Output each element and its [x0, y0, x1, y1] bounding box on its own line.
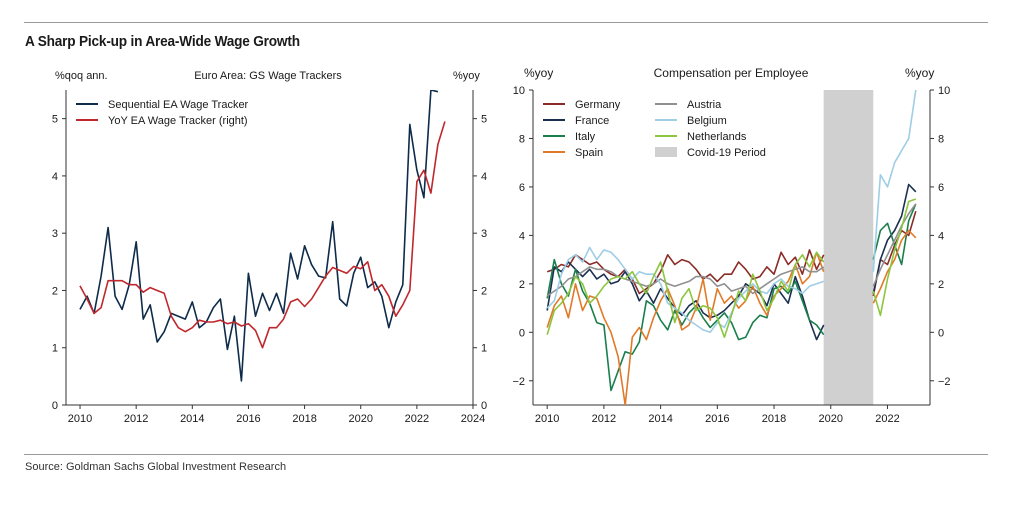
- series-group: [546, 90, 917, 405]
- series-line-netherlands: [546, 251, 825, 338]
- y-tick-label-left: 1: [52, 343, 58, 355]
- y-tick-label-right: 4: [481, 171, 487, 183]
- y-tick-label-left: −2: [512, 376, 525, 388]
- legend-label-yoy-ea-wage-tracker-right: YoY EA Wage Tracker (right): [108, 115, 248, 127]
- x-tick-label: 2020: [348, 413, 372, 425]
- y-unit-right: %yoy: [453, 70, 480, 82]
- y-tick-label-left: 0: [52, 400, 58, 412]
- series-line-netherlands: [872, 198, 917, 317]
- legend-label-netherlands: Netherlands: [687, 131, 747, 143]
- x-tick-label: 2012: [124, 413, 148, 425]
- series-line-sequential-ea-wage-tracker: [79, 90, 439, 382]
- x-tick-label: 2018: [292, 413, 316, 425]
- x-tick-label: 2010: [68, 413, 92, 425]
- x-tick-label: 2022: [405, 413, 429, 425]
- y-tick-label-left: 2: [519, 279, 525, 291]
- y-tick-label-right: 3: [481, 228, 487, 240]
- y-tick-label-left: 2: [52, 285, 58, 297]
- chart-title: Compensation per Employee: [654, 66, 809, 80]
- legend-label-sequential-ea-wage-tracker: Sequential EA Wage Tracker: [108, 99, 249, 111]
- page-title: A Sharp Pick-up in Area-Wide Wage Growth: [25, 34, 300, 50]
- y-tick-label-left: 8: [519, 133, 525, 145]
- y-tick-label-right: 2: [481, 285, 487, 297]
- y-tick-label-right: 0: [481, 400, 487, 412]
- series-line-germany: [546, 249, 825, 295]
- y-tick-label-left: 6: [519, 182, 525, 194]
- y-tick-label-right: 5: [481, 114, 487, 126]
- legend-label-spain: Spain: [575, 147, 603, 159]
- y-tick-label-right: 0: [938, 327, 944, 339]
- x-tick-label: 2016: [705, 413, 729, 425]
- chart-title: Euro Area: GS Wage Trackers: [194, 70, 342, 82]
- y-tick-label-right: 6: [938, 182, 944, 194]
- legend-label-covid-19-period: Covid-19 Period: [687, 147, 766, 159]
- y-tick-label-left: 4: [519, 230, 525, 242]
- series-line-spain: [546, 251, 825, 405]
- legend-swatch-covid-19-period: [655, 147, 677, 157]
- x-tick-label: 2024: [461, 413, 485, 425]
- series-line-yoy-ea-wage-tracker-right: [79, 121, 446, 349]
- x-tick-label: 2020: [819, 413, 843, 425]
- y-tick-label-left: 5: [52, 114, 58, 126]
- series-line-italy: [546, 258, 825, 392]
- y-tick-label-left: 4: [52, 171, 58, 183]
- y-tick-label-right: 10: [938, 85, 950, 97]
- series-line-belgium: [872, 90, 917, 272]
- source-note: Source: Goldman Sachs Global Investment …: [25, 461, 287, 473]
- y-unit-left: %qoq ann.: [55, 70, 108, 82]
- series-line-france: [872, 183, 917, 294]
- y-tick-label-right: 4: [938, 230, 944, 242]
- series-line-spain: [872, 229, 917, 304]
- y-tick-label-right: 1: [481, 343, 487, 355]
- series-line-austria: [546, 266, 825, 297]
- chart-1: 0 0 1 1 2 2 3 3 4 4 5 5 2010 2012 2014 2016 2018 2020 2022…: [52, 70, 487, 425]
- y-tick-label-left: 3: [52, 228, 58, 240]
- x-tick-label: 2014: [648, 413, 672, 425]
- y-tick-label-left: 0: [519, 327, 525, 339]
- legend-label-germany: Germany: [575, 99, 621, 111]
- x-tick-label: 2014: [180, 413, 204, 425]
- x-tick-label: 2022: [875, 413, 899, 425]
- y-tick-label-right: 2: [938, 279, 944, 291]
- legend-label-italy: Italy: [575, 131, 596, 143]
- x-tick-label: 2016: [236, 413, 260, 425]
- series-line-germany: [872, 210, 917, 297]
- y-tick-label-left: 10: [513, 85, 525, 97]
- bottom-rule: [24, 454, 988, 455]
- shaded-period: [823, 90, 874, 405]
- y-tick-label-right: 8: [938, 133, 944, 145]
- x-tick-label: 2010: [535, 413, 559, 425]
- y-unit-left: %yoy: [524, 66, 553, 80]
- x-tick-label: 2012: [592, 413, 616, 425]
- series-line-austria: [872, 203, 917, 287]
- top-rule: [24, 22, 988, 23]
- series-line-belgium: [546, 246, 824, 334]
- y-tick-label-right: −2: [938, 376, 951, 388]
- chart-2: −2 −2 0 0 2 2 4 4 6 6 8 8 10 10 2010 2012 2014 2016 2018 20…: [512, 66, 950, 425]
- legend-label-belgium: Belgium: [687, 115, 727, 127]
- legend-label-france: France: [575, 115, 609, 127]
- legend-label-austria: Austria: [687, 99, 722, 111]
- series-group: [79, 90, 446, 382]
- series-line-italy: [872, 203, 917, 266]
- x-tick-label: 2018: [762, 413, 786, 425]
- y-unit-right: %yoy: [905, 66, 934, 80]
